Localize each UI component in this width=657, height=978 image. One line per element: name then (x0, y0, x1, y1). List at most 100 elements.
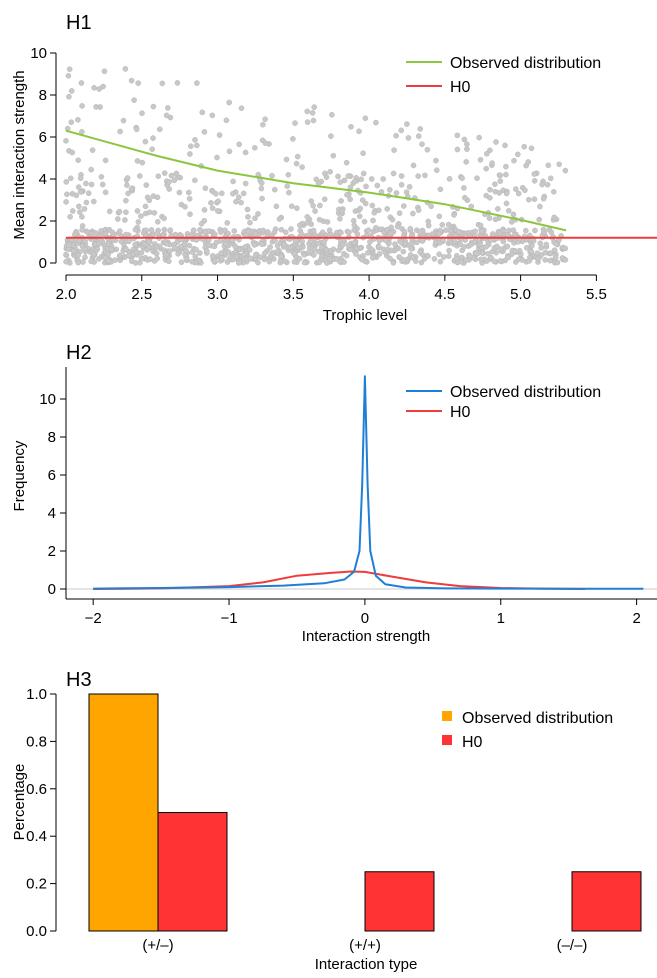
scatter-point (150, 103, 157, 110)
h3-legend-label-observed: Observed distribution (462, 710, 613, 727)
scatter-point (123, 246, 129, 252)
h1-x-tick-label: 2.0 (56, 286, 77, 303)
scatter-point (412, 258, 419, 264)
scatter-point (68, 175, 74, 182)
scatter-point (64, 191, 70, 198)
scatter-point (344, 191, 350, 198)
scatter-point (390, 259, 397, 266)
scatter-point (477, 156, 484, 163)
scatter-point (88, 181, 95, 188)
scatter-point (410, 162, 417, 169)
scatter-point (155, 173, 162, 179)
scatter-point (271, 229, 278, 236)
scatter-point (70, 248, 77, 254)
scatter-point (266, 258, 273, 265)
scatter-point (464, 141, 470, 147)
scatter-point (299, 238, 306, 245)
scatter-point (351, 239, 358, 246)
scatter-point (461, 194, 468, 201)
scatter-point (304, 213, 311, 220)
h3-y-tick-label: 0.2 (26, 876, 47, 893)
h3-axes: 0.0 0.2 0.4 0.6 0.8 1.0 (+/–) (+/+) (–/–) (26, 686, 587, 954)
scatter-point (497, 230, 503, 237)
scatter-point (347, 196, 353, 203)
scatter-point (146, 209, 153, 216)
scatter-point (63, 179, 70, 185)
scatter-point (431, 256, 438, 262)
scatter-point (186, 195, 193, 202)
scatter-point (96, 240, 103, 247)
scatter-point (476, 241, 483, 248)
scatter-point (454, 132, 461, 139)
scatter-point (144, 194, 151, 201)
scatter-point (225, 248, 231, 255)
scatter-point (123, 231, 129, 238)
scatter-point (494, 243, 500, 250)
scatter-point (138, 250, 145, 256)
scatter-point (477, 222, 484, 229)
scatter-point (242, 244, 249, 250)
scatter-point (461, 185, 467, 191)
h2-y-tick-label: 2 (48, 543, 56, 560)
scatter-point (446, 247, 452, 254)
scatter-point (310, 202, 316, 209)
scatter-point (260, 227, 267, 234)
scatter-point (154, 194, 161, 201)
scatter-point (69, 208, 76, 214)
h2-axes: −2 −1 0 1 2 0 2 4 6 8 10 (39, 367, 657, 627)
scatter-point (321, 196, 328, 202)
scatter-point (105, 251, 112, 257)
h2-legend-label-h0: H0 (450, 404, 471, 421)
h3-x-category-label: (–/–) (557, 937, 588, 954)
scatter-point (419, 141, 425, 147)
scatter-point (542, 257, 549, 263)
scatter-point (346, 229, 352, 236)
scatter-point (187, 151, 193, 157)
scatter-point (328, 133, 334, 139)
scatter-point (123, 209, 129, 215)
scatter-point (422, 172, 428, 179)
scatter-point (240, 190, 247, 197)
h3-y-tick-label: 0.8 (26, 733, 47, 750)
scatter-point (436, 251, 442, 257)
h2-y-tick-label: 0 (48, 581, 56, 598)
scatter-point (259, 195, 265, 202)
h1-y-tick-label: 10 (30, 45, 47, 62)
scatter-point (244, 206, 251, 213)
scatter-point (124, 175, 131, 181)
scatter-point (562, 245, 569, 252)
scatter-point (463, 159, 470, 165)
scatter-point (292, 238, 299, 245)
h1-series-line-observed (65, 129, 567, 232)
scatter-point (164, 105, 171, 111)
scatter-point (186, 242, 193, 249)
scatter-point (189, 258, 195, 265)
scatter-point (398, 181, 405, 188)
scatter-point (147, 256, 153, 262)
scatter-point (154, 218, 161, 225)
scatter-point (415, 173, 422, 179)
scatter-point (182, 203, 188, 210)
scatter-point (98, 228, 104, 234)
scatter-point (211, 258, 218, 264)
scatter-point (510, 227, 517, 233)
scatter-point (183, 247, 189, 254)
scatter-point (384, 206, 391, 212)
scatter-point (102, 189, 109, 196)
h1-y-tick-label: 8 (39, 87, 47, 104)
scatter-point (291, 258, 298, 265)
scatter-point (88, 258, 94, 265)
scatter-point (531, 196, 538, 202)
scatter-point (135, 80, 141, 86)
panel-title-h2: H2 (66, 342, 92, 364)
scatter-point (167, 227, 174, 233)
scatter-point (101, 68, 108, 75)
scatter-point (141, 241, 148, 248)
scatter-point (83, 180, 89, 187)
scatter-point (396, 254, 403, 261)
scatter-point (132, 226, 139, 233)
scatter-point (369, 255, 376, 261)
scatter-point (494, 206, 501, 212)
scatter-point (173, 170, 180, 177)
scatter-point (102, 157, 109, 164)
